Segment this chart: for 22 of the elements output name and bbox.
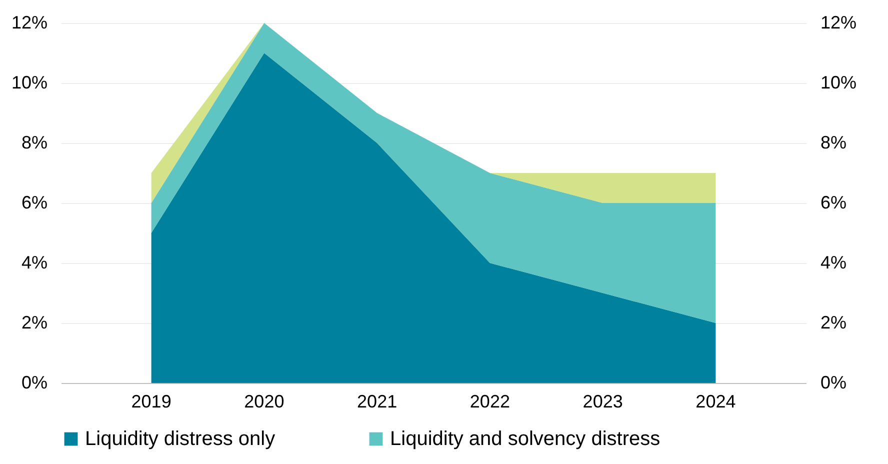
x-tick-label: 2021 [357,392,398,412]
y2-tick-label: 6% [820,192,847,212]
y2-tick-label: 10% [820,72,857,92]
x-tick-label: 2024 [696,392,736,412]
y2-tick-label: 2% [820,312,847,332]
y-tick-label: 12% [11,12,48,32]
y2-tick-label: 12% [820,12,857,32]
y-tick-label: 4% [21,252,48,272]
y-tick-label: 0% [21,372,48,392]
y2-tick-label: 4% [820,252,847,272]
y2-tick-label: 0% [820,372,847,392]
y-tick-label: 2% [21,312,48,332]
legend-label: Liquidity distress only [85,428,276,450]
x-tick-label: 2019 [131,392,172,412]
x-tick-label: 2022 [470,392,510,412]
y-tick-label: 10% [11,72,48,92]
y2-tick-label: 8% [820,132,847,152]
x-tick-label: 2023 [582,392,623,412]
y-tick-label: 6% [21,192,48,212]
y-tick-label: 8% [21,132,48,152]
legend-label: Liquidity and solvency distress [390,428,660,450]
x-tick-label: 2020 [244,392,284,412]
